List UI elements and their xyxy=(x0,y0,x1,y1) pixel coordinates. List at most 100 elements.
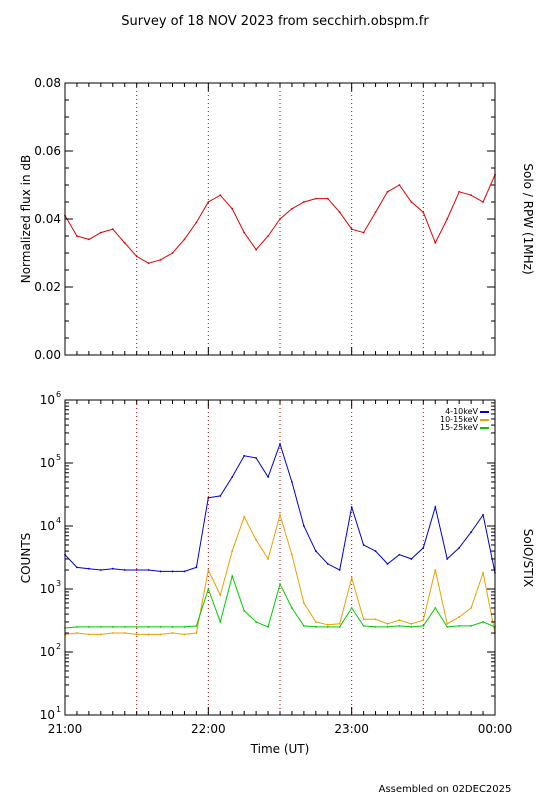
stix-low-data-point xyxy=(279,443,281,445)
legend-label: 4-10keV xyxy=(445,407,478,416)
stix-y-tick-exponent: 6 xyxy=(56,390,61,399)
stix-high-data-point xyxy=(279,583,281,585)
stix-low-data-point xyxy=(350,506,353,508)
stix-mid-data-point xyxy=(219,594,222,597)
rpw-data-point xyxy=(350,228,353,231)
stix-low-data-point xyxy=(135,569,138,571)
time-tick-label: 21:00 xyxy=(48,722,83,736)
stix-high-data-point xyxy=(147,626,150,628)
stix-high-data-point xyxy=(422,624,425,627)
stix-low-data-point xyxy=(422,546,425,549)
stix-high-data-point xyxy=(171,626,174,628)
stix-mid-data-point xyxy=(147,633,150,636)
rpw-y-axis-label: Normalized flux in dB xyxy=(19,155,33,284)
stix-low-data-point xyxy=(231,476,234,478)
stix-low-data-point xyxy=(386,563,389,565)
stix-low-data-point xyxy=(446,558,449,560)
rpw-data-point xyxy=(374,211,377,214)
stix-mid-data-point xyxy=(446,622,449,625)
stix-high-data-point xyxy=(374,626,377,628)
stix-low-data-point xyxy=(123,569,126,571)
stix-high-data-point xyxy=(255,621,258,623)
stix-low-data-point xyxy=(267,476,269,478)
stix-mid-data-point xyxy=(482,572,484,574)
stix-mid-data-point xyxy=(171,632,174,634)
stix-low-data-point xyxy=(434,506,437,508)
stix-mid-data-point xyxy=(267,558,269,560)
stix-low-data-point xyxy=(302,525,305,527)
legend-label: 15-25keV xyxy=(440,423,479,432)
stix-mid-data-point xyxy=(135,633,138,636)
stix-plot-frame xyxy=(64,399,496,716)
stix-low-data-point xyxy=(243,454,246,457)
stix-high-data-point xyxy=(99,626,102,628)
rpw-y-tick-label: 0.00 xyxy=(34,348,61,362)
stix-low-data-point xyxy=(470,531,473,534)
stix-high-data-point xyxy=(434,607,437,609)
rpw-data-point xyxy=(171,252,174,254)
rpw-flux-panel: 0.00 0.02 0.04 0.06 0.08 Normalized flux in … xyxy=(19,76,535,362)
stix-high-data-point xyxy=(207,588,210,590)
stix-y-tick-label: 10 xyxy=(40,708,55,722)
rpw-data-point xyxy=(207,201,210,203)
rpw-data-point xyxy=(422,211,425,214)
stix-high-data-point xyxy=(314,626,317,628)
rpw-data-point xyxy=(398,184,401,186)
stix-high-data-point xyxy=(482,621,484,623)
stix-high-data-point xyxy=(446,626,449,628)
stix-mid-data-point xyxy=(207,569,210,571)
stix-mid-data-point xyxy=(243,515,246,518)
stix-low-data-point xyxy=(291,481,293,483)
rpw-instrument-label: Solo / RPW (1MHz) xyxy=(521,163,535,274)
stix-mid-data-point xyxy=(434,569,437,571)
time-tick-label: 23:00 xyxy=(334,722,369,736)
stix-low-data-point xyxy=(326,563,329,565)
stix-high-data-point xyxy=(135,626,138,628)
rpw-data-point xyxy=(362,231,365,234)
rpw-y-tick-label: 0.02 xyxy=(34,280,61,294)
stix-mid-data-point xyxy=(386,622,389,625)
stix-high-data-point xyxy=(470,624,473,627)
assembled-date: Assembled on 02DEC2025 xyxy=(379,784,512,795)
rpw-data-point xyxy=(482,201,484,203)
stix-high-data-point xyxy=(183,626,186,628)
stix-mid-data-point xyxy=(255,539,258,541)
stix-high-data-point xyxy=(267,626,269,628)
stix-low-data-point xyxy=(374,550,377,552)
rpw-data-point xyxy=(76,235,78,237)
stix-instrument-label: SolO/STIX xyxy=(521,529,535,588)
stix-mid-data-point xyxy=(458,616,461,618)
rpw-data-point xyxy=(446,218,449,220)
stix-y-tick-exponent: 4 xyxy=(56,516,61,525)
stix-mid-data-point xyxy=(99,633,102,636)
stix-mid-data-point xyxy=(159,633,162,636)
stix-mid-data-point xyxy=(183,633,186,636)
rpw-data-point xyxy=(243,231,246,234)
stix-mid-data-point xyxy=(279,514,281,516)
time-tick-label: 22:00 xyxy=(191,722,226,736)
rpw-data-point xyxy=(434,241,437,244)
stix-high-data-point xyxy=(231,575,234,578)
rpw-series xyxy=(64,173,496,265)
stix-low-data-point xyxy=(338,569,341,571)
rpw-data-point xyxy=(338,211,341,214)
rpw-y-tick-label: 0.06 xyxy=(34,144,61,158)
rpw-data-point xyxy=(87,238,90,241)
rpw-data-point xyxy=(111,228,114,231)
stix-low-data-point xyxy=(219,495,222,497)
stix-mid-data-point xyxy=(422,619,425,622)
stix-high-data-point xyxy=(458,624,461,627)
stix-mid-data-point xyxy=(470,607,473,609)
stix-y-tick-exponent: 3 xyxy=(56,579,61,588)
figure-title: Survey of 18 NOV 2023 from secchirh.obsp… xyxy=(121,14,429,29)
stix-mid-data-point xyxy=(398,619,401,622)
rpw-data-point xyxy=(410,201,413,203)
rpw-data-point xyxy=(231,207,234,210)
stix-series xyxy=(64,442,496,636)
rpw-data-point xyxy=(267,235,269,237)
rpw-data-point xyxy=(195,221,198,224)
stix-high-data-point xyxy=(87,626,90,628)
